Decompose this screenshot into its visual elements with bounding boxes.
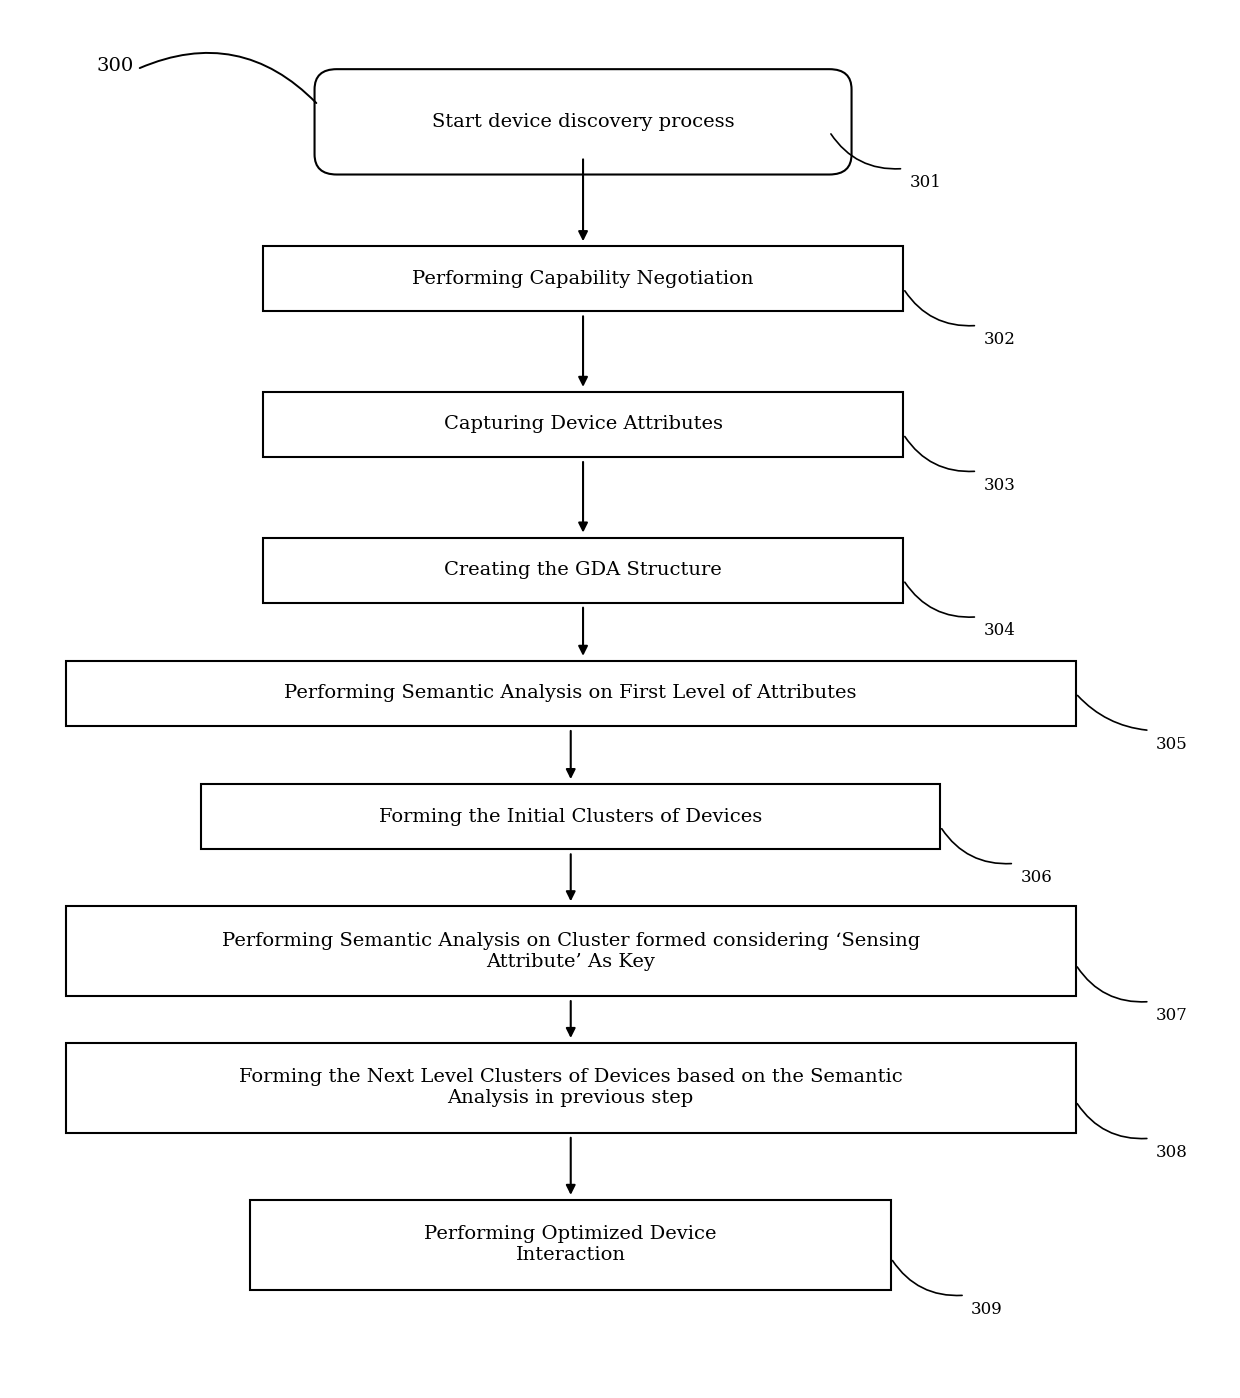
Text: Performing Semantic Analysis on Cluster formed considering ‘Sensing
Attribute’ A: Performing Semantic Analysis on Cluster … xyxy=(222,931,920,970)
Bar xyxy=(66,906,1076,995)
Text: Performing Optimized Device
Interaction: Performing Optimized Device Interaction xyxy=(424,1226,717,1264)
Text: Performing Capability Negotiation: Performing Capability Negotiation xyxy=(412,270,754,288)
Bar xyxy=(263,538,903,603)
Text: Capturing Device Attributes: Capturing Device Attributes xyxy=(444,415,723,433)
Text: Start device discovery process: Start device discovery process xyxy=(432,113,734,131)
Text: 300: 300 xyxy=(97,57,134,75)
Bar xyxy=(66,661,1076,726)
Text: Forming the Initial Clusters of Devices: Forming the Initial Clusters of Devices xyxy=(379,808,763,826)
Text: 307: 307 xyxy=(1156,1007,1188,1025)
Bar xyxy=(66,1043,1076,1132)
FancyBboxPatch shape xyxy=(315,69,852,175)
Bar xyxy=(201,784,940,849)
Text: 306: 306 xyxy=(1021,870,1052,886)
Bar xyxy=(263,246,903,312)
Text: 303: 303 xyxy=(983,477,1016,493)
Text: 304: 304 xyxy=(983,622,1016,639)
Text: 308: 308 xyxy=(1156,1144,1188,1160)
Text: Forming the Next Level Clusters of Devices based on the Semantic
Analysis in pre: Forming the Next Level Clusters of Devic… xyxy=(239,1068,903,1107)
Text: 309: 309 xyxy=(971,1300,1003,1318)
Bar xyxy=(263,391,903,457)
Text: Creating the GDA Structure: Creating the GDA Structure xyxy=(444,561,722,579)
Text: 305: 305 xyxy=(1156,735,1188,754)
Text: Performing Semantic Analysis on First Level of Attributes: Performing Semantic Analysis on First Le… xyxy=(284,685,857,702)
Bar xyxy=(250,1199,892,1289)
Text: 302: 302 xyxy=(983,331,1016,348)
Text: 301: 301 xyxy=(909,175,941,192)
